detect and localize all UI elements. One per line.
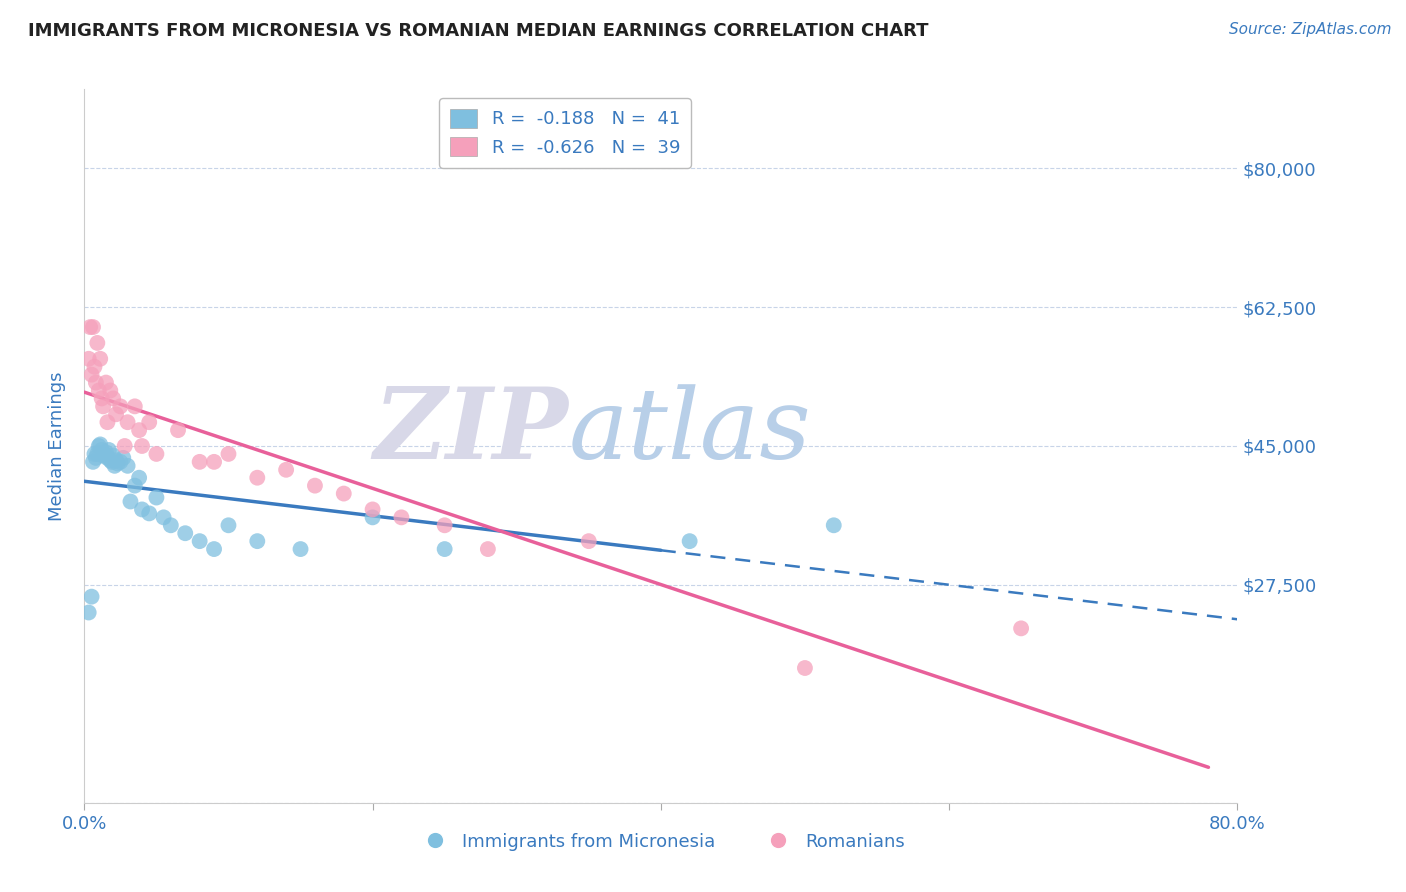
Point [304, 478, 326, 492]
Point [276, 463, 298, 477]
Legend: Immigrants from Micronesia, Romanians: Immigrants from Micronesia, Romanians [409, 826, 912, 858]
Point [86, 447, 108, 461]
Point [218, 518, 240, 533]
Point [110, 455, 132, 469]
Point [84, 450, 107, 465]
Text: Source: ZipAtlas.com: Source: ZipAtlas.com [1229, 22, 1392, 37]
Point [105, 407, 128, 421]
Point [823, 518, 845, 533]
Y-axis label: Median Earnings: Median Earnings [48, 371, 66, 521]
Point [98, 453, 121, 467]
Point [120, 494, 142, 508]
Point [131, 502, 153, 516]
Point [87, 384, 110, 398]
Point [246, 534, 269, 549]
Point [361, 502, 384, 516]
Point [167, 423, 190, 437]
Point [86, 335, 108, 350]
Point [202, 455, 225, 469]
Point [82, 455, 104, 469]
Point [128, 423, 150, 437]
Point [98, 384, 121, 398]
Point [794, 661, 817, 675]
Point [128, 471, 150, 485]
Point [82, 320, 104, 334]
Point [103, 392, 124, 406]
Point [94, 445, 117, 459]
Point [112, 450, 135, 465]
Point [77, 606, 100, 620]
Point [433, 518, 456, 533]
Point [83, 359, 105, 374]
Point [477, 542, 499, 557]
Point [1010, 621, 1032, 635]
Point [114, 439, 136, 453]
Point [138, 415, 160, 429]
Point [104, 458, 127, 473]
Point [117, 458, 139, 473]
Point [160, 518, 183, 533]
Point [124, 478, 146, 492]
Point [94, 376, 117, 390]
Point [87, 439, 110, 453]
Point [91, 449, 114, 463]
Point [391, 510, 413, 524]
Point [83, 447, 105, 461]
Point [89, 437, 111, 451]
Point [578, 534, 600, 549]
Point [131, 439, 153, 453]
Point [79, 320, 101, 334]
Point [80, 590, 103, 604]
Point [105, 453, 128, 467]
Point [110, 400, 132, 414]
Point [124, 400, 146, 414]
Point [145, 447, 167, 461]
Point [679, 534, 702, 549]
Point [84, 376, 107, 390]
Point [138, 507, 160, 521]
Point [96, 450, 118, 465]
Point [117, 415, 139, 429]
Point [96, 415, 118, 429]
Point [145, 491, 167, 505]
Point [97, 442, 120, 457]
Point [246, 471, 269, 485]
Point [91, 400, 114, 414]
Point [152, 510, 174, 524]
Point [361, 510, 384, 524]
Point [80, 368, 103, 382]
Point [174, 526, 197, 541]
Text: IMMIGRANTS FROM MICRONESIA VS ROMANIAN MEDIAN EARNINGS CORRELATION CHART: IMMIGRANTS FROM MICRONESIA VS ROMANIAN M… [28, 22, 928, 40]
Text: ZIP: ZIP [374, 384, 568, 480]
Point [218, 447, 240, 461]
Point [93, 447, 115, 461]
Text: atlas: atlas [568, 384, 811, 479]
Point [107, 457, 129, 471]
Point [77, 351, 100, 366]
Point [202, 542, 225, 557]
Point [333, 486, 356, 500]
Point [90, 442, 112, 457]
Point [89, 351, 111, 366]
Point [90, 392, 112, 406]
Point [433, 542, 456, 557]
Point [188, 534, 211, 549]
Point [100, 455, 122, 469]
Point [188, 455, 211, 469]
Point [290, 542, 312, 557]
Point [103, 449, 124, 463]
